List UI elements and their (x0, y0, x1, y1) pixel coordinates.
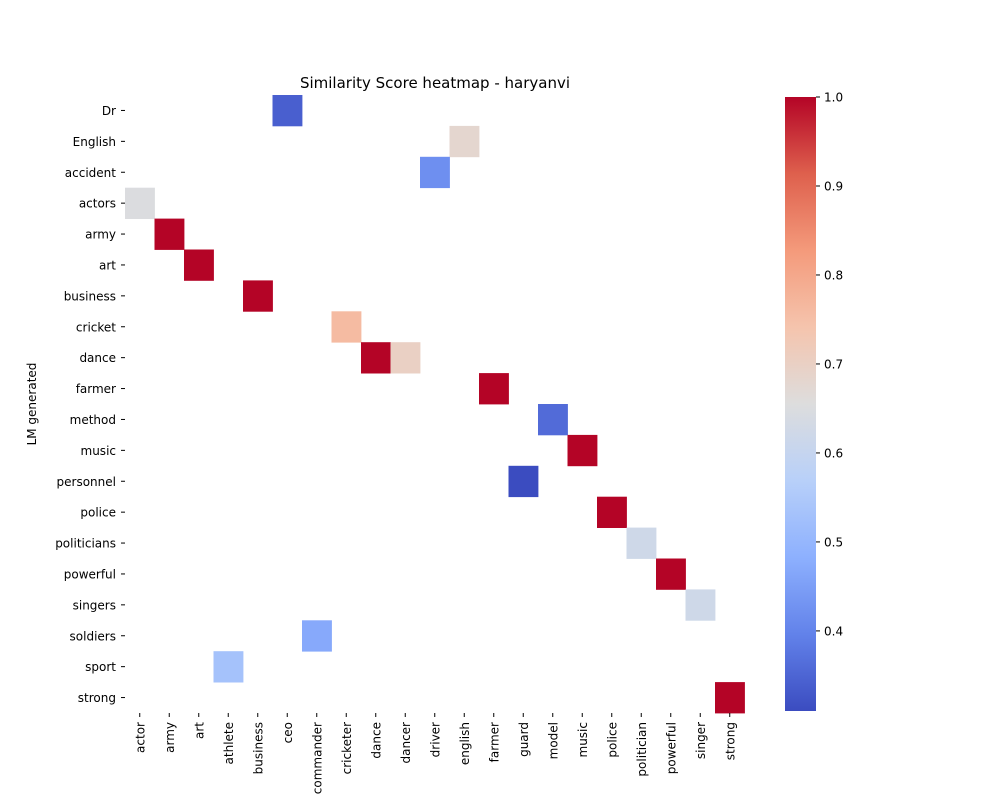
x-tick-label: athlete (222, 722, 236, 764)
y-tick-label: accident (65, 166, 116, 180)
x-tick-label: model (546, 722, 560, 759)
heatmap-cell (302, 620, 332, 652)
colorbar (785, 97, 816, 711)
x-tick-label: dancer (399, 722, 413, 764)
y-tick-label: English (73, 135, 116, 149)
y-axis-label: LM generated (25, 363, 39, 446)
y-tick-label: dance (79, 351, 116, 365)
heatmap-cell (272, 95, 303, 127)
x-tick-label: army (163, 722, 177, 753)
heatmap-cell (715, 682, 745, 714)
y-tick-label: army (85, 228, 116, 242)
y-tick-label: actors (79, 197, 116, 211)
y-tick-label: police (80, 506, 116, 520)
heatmap-cell (479, 373, 509, 405)
x-tick-label: powerful (664, 722, 678, 774)
y-tick-label: singers (73, 598, 116, 612)
x-tick-label: farmer (487, 722, 501, 762)
heatmap-cell (125, 187, 155, 219)
x-tick-label: strong (723, 722, 737, 760)
y-tick-label: strong (78, 691, 116, 705)
x-tick-label: actor (133, 722, 147, 753)
y-tick-label: politicians (55, 537, 116, 551)
heatmap-cell (331, 311, 362, 343)
x-tick-label: singer (694, 722, 708, 759)
heatmap-cell (656, 558, 686, 590)
heatmap-cell (154, 218, 185, 250)
heatmap-cell (184, 249, 214, 281)
colorbar-tick-label: 0.4 (824, 624, 843, 638)
heatmap-cell (567, 434, 598, 467)
colorbar-tick-label: 0.8 (824, 268, 843, 282)
colorbar-tick-label: 0.7 (824, 357, 843, 371)
x-tick-label: business (251, 722, 265, 774)
x-tick-label: commander (310, 722, 324, 794)
y-tick-label: method (70, 413, 116, 427)
y-tick-label: sport (85, 660, 116, 674)
heatmap-cells (125, 95, 745, 714)
heatmap-cell (449, 125, 480, 158)
colorbar-gradient (785, 97, 816, 711)
heatmap-cell (390, 342, 421, 374)
x-tick-label: cricketer (340, 722, 354, 774)
heatmap-cell (538, 404, 568, 436)
colorbar-tick-label: 0.6 (824, 446, 843, 460)
heatmap-cell (243, 280, 273, 312)
colorbar-ticks: 0.4 0.5 0.6 0.7 0.8 0.9 1.0 (816, 91, 843, 638)
colorbar-tick-label: 1.0 (824, 91, 843, 105)
y-tick-label: cricket (76, 320, 116, 334)
heatmap-cell (685, 589, 716, 621)
x-tick-label: dance (369, 722, 383, 759)
chart-title: Similarity Score heatmap - haryanvi (300, 74, 570, 92)
heatmap-cell (626, 527, 657, 559)
heatmap-cell (597, 496, 627, 528)
colorbar-tick-label: 0.5 (824, 535, 843, 549)
heatmap-cell (213, 651, 244, 683)
y-axis-ticks: Dr English accident actors army art business cr… (55, 104, 125, 705)
x-axis-ticks: actor army art athlete business ceo commander c… (133, 713, 737, 794)
x-tick-label: politician (635, 722, 649, 777)
colorbar-tick-label: 0.9 (824, 179, 843, 193)
y-tick-label: Dr (102, 104, 116, 118)
y-tick-label: personnel (57, 475, 116, 489)
y-tick-label: soldiers (70, 629, 116, 643)
x-tick-label: english (458, 722, 472, 765)
y-tick-label: music (81, 444, 116, 458)
x-tick-label: guard (517, 722, 531, 757)
y-tick-label: farmer (76, 382, 116, 396)
heatmap-cell (508, 465, 539, 498)
y-tick-label: powerful (64, 567, 116, 581)
x-tick-label: ceo (281, 722, 295, 743)
heatmap-cell (420, 156, 450, 189)
x-tick-label: music (576, 722, 590, 757)
y-tick-label: art (99, 258, 116, 272)
x-tick-label: art (192, 722, 206, 739)
y-tick-label: business (64, 289, 116, 303)
x-tick-label: driver (428, 722, 442, 757)
x-tick-label: police (605, 722, 619, 758)
heatmap-cell (361, 342, 391, 374)
